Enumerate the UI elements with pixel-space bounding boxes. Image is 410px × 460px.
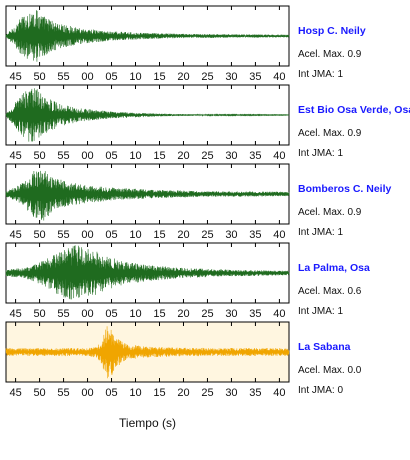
x-tick-label: 35 bbox=[249, 150, 261, 162]
station-name: La Sabana bbox=[298, 341, 351, 353]
x-tick-label: 15 bbox=[153, 229, 165, 241]
x-tick-label: 45 bbox=[9, 150, 21, 162]
peak-acceleration: Acel. Max. 0.9 bbox=[298, 207, 362, 218]
x-tick-label: 30 bbox=[225, 150, 237, 162]
x-axis-label: Tiempo (s) bbox=[119, 416, 176, 430]
x-tick-label: 00 bbox=[81, 229, 93, 241]
jma-intensity: Int JMA: 1 bbox=[298, 148, 343, 159]
x-tick-label: 40 bbox=[273, 387, 285, 399]
waveform-trace bbox=[5, 88, 290, 142]
x-tick-label: 05 bbox=[105, 150, 117, 162]
x-tick-label: 15 bbox=[153, 308, 165, 320]
x-tick-label: 45 bbox=[9, 229, 21, 241]
x-tick-label: 45 bbox=[9, 387, 21, 399]
waveform-trace bbox=[5, 245, 290, 300]
x-tick-label: 30 bbox=[225, 71, 237, 83]
x-tick-label: 40 bbox=[273, 71, 285, 83]
x-tick-label: 05 bbox=[105, 308, 117, 320]
jma-intensity: Int JMA: 0 bbox=[298, 385, 343, 396]
x-tick-label: 25 bbox=[201, 71, 213, 83]
x-tick-label: 50 bbox=[33, 387, 45, 399]
x-tick-label: 05 bbox=[105, 229, 117, 241]
x-tick-label: 15 bbox=[153, 387, 165, 399]
x-tick-label: 45 bbox=[9, 308, 21, 320]
x-tick-label: 10 bbox=[129, 387, 141, 399]
waveform-trace bbox=[5, 10, 290, 62]
peak-acceleration: Acel. Max. 0.9 bbox=[298, 49, 362, 60]
peak-acceleration: Acel. Max. 0.0 bbox=[298, 365, 362, 376]
x-tick-label: 15 bbox=[153, 150, 165, 162]
x-tick-label: 25 bbox=[201, 229, 213, 241]
x-tick-label: 55 bbox=[57, 150, 69, 162]
x-tick-label: 45 bbox=[9, 71, 21, 83]
x-tick-label: 30 bbox=[225, 387, 237, 399]
x-tick-label: 25 bbox=[201, 150, 213, 162]
x-tick-label: 55 bbox=[57, 229, 69, 241]
x-tick-label: 10 bbox=[129, 150, 141, 162]
x-tick-label: 00 bbox=[81, 150, 93, 162]
x-tick-label: 30 bbox=[225, 308, 237, 320]
x-tick-label: 50 bbox=[33, 308, 45, 320]
x-tick-label: 00 bbox=[81, 71, 93, 83]
station-name: Bomberos C. Neily bbox=[298, 183, 392, 195]
waveform-trace bbox=[5, 170, 290, 221]
x-tick-label: 05 bbox=[105, 71, 117, 83]
x-tick-label: 50 bbox=[33, 71, 45, 83]
station-name: Est Bio Osa Verde, Osa bbox=[298, 104, 410, 116]
x-tick-label: 35 bbox=[249, 308, 261, 320]
jma-intensity: Int JMA: 1 bbox=[298, 227, 343, 238]
station-panel: 45 50 55 00 05 10 15 20 25 30 35 40 Hosp C. Neily Ace… bbox=[5, 5, 366, 83]
x-tick-label: 55 bbox=[57, 71, 69, 83]
x-tick-label: 40 bbox=[273, 150, 285, 162]
station-name: La Palma, Osa bbox=[298, 262, 370, 274]
x-tick-label: 35 bbox=[249, 229, 261, 241]
x-tick-label: 50 bbox=[33, 150, 45, 162]
x-tick-label: 20 bbox=[177, 71, 189, 83]
station-panel: 45 50 55 00 05 10 15 20 25 30 35 40 La Sabana Acel. M… bbox=[5, 321, 362, 399]
waveform-trace bbox=[5, 326, 290, 379]
x-tick-label: 30 bbox=[225, 229, 237, 241]
x-tick-label: 50 bbox=[33, 229, 45, 241]
x-tick-label: 40 bbox=[273, 229, 285, 241]
x-tick-label: 25 bbox=[201, 387, 213, 399]
x-tick-label: 35 bbox=[249, 387, 261, 399]
x-tick-label: 55 bbox=[57, 308, 69, 320]
x-tick-label: 00 bbox=[81, 387, 93, 399]
jma-intensity: Int JMA: 1 bbox=[298, 306, 343, 317]
peak-acceleration: Acel. Max. 0.6 bbox=[298, 286, 362, 297]
x-tick-label: 10 bbox=[129, 71, 141, 83]
x-tick-label: 20 bbox=[177, 229, 189, 241]
x-tick-label: 40 bbox=[273, 308, 285, 320]
x-tick-label: 00 bbox=[81, 308, 93, 320]
x-tick-label: 10 bbox=[129, 229, 141, 241]
station-name: Hosp C. Neily bbox=[298, 25, 366, 37]
x-tick-label: 20 bbox=[177, 308, 189, 320]
peak-acceleration: Acel. Max. 0.9 bbox=[298, 128, 362, 139]
x-tick-label: 05 bbox=[105, 387, 117, 399]
jma-intensity: Int JMA: 1 bbox=[298, 69, 343, 80]
x-tick-label: 15 bbox=[153, 71, 165, 83]
x-tick-label: 20 bbox=[177, 387, 189, 399]
x-tick-label: 20 bbox=[177, 150, 189, 162]
station-panel: 45 50 55 00 05 10 15 20 25 30 35 40 Est Bio Osa Verd… bbox=[5, 84, 410, 162]
x-tick-label: 35 bbox=[249, 71, 261, 83]
station-panel: 45 50 55 00 05 10 15 20 25 30 35 40 La Palma, Osa Ace… bbox=[5, 242, 370, 320]
station-panel: 45 50 55 00 05 10 15 20 25 30 35 40 Bomberos C. Neil… bbox=[5, 163, 392, 241]
x-tick-label: 55 bbox=[57, 387, 69, 399]
x-tick-label: 10 bbox=[129, 308, 141, 320]
x-tick-label: 25 bbox=[201, 308, 213, 320]
